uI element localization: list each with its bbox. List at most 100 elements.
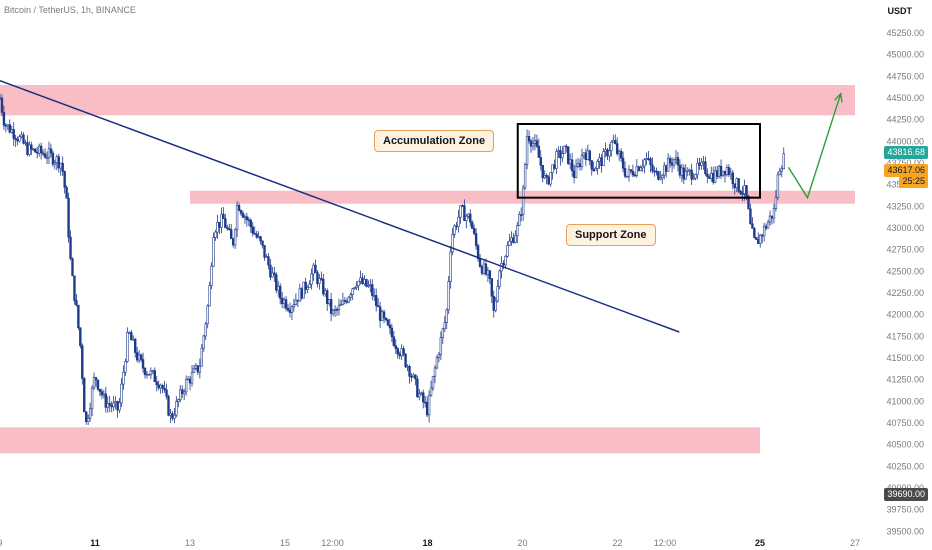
candle-body xyxy=(374,295,378,307)
candle-body xyxy=(729,172,733,176)
candle-body xyxy=(759,234,762,244)
candle-body xyxy=(427,394,431,416)
annotation-accumulation-zone[interactable]: Accumulation Zone xyxy=(374,130,495,152)
candle-body xyxy=(745,185,748,197)
candle-body xyxy=(539,157,542,166)
x-tick-label: 11 xyxy=(90,538,100,548)
candle-body xyxy=(153,370,156,383)
y-axis[interactable]: 45250.00 45000.00 44750.00 44500.00 44250.00… xyxy=(886,28,924,536)
y-tick-label: 41250.00 xyxy=(886,375,924,385)
candle-body xyxy=(284,299,288,309)
candle-body xyxy=(155,381,158,386)
candle-body xyxy=(208,285,211,307)
candle-body xyxy=(367,285,370,287)
candle-body xyxy=(674,157,678,160)
candle-body xyxy=(476,245,480,260)
candle-body xyxy=(751,223,754,229)
candle-body xyxy=(139,354,143,360)
candle-body xyxy=(298,288,301,302)
candle-body xyxy=(610,141,613,152)
candle-body xyxy=(304,281,307,290)
y-tick-label: 44250.00 xyxy=(886,115,924,125)
candle-body xyxy=(641,165,644,169)
candle-body xyxy=(596,161,599,169)
candle-body xyxy=(551,164,554,173)
candle-body xyxy=(47,148,51,158)
candle-body xyxy=(312,264,315,275)
candle-body xyxy=(135,352,139,361)
candle-body xyxy=(537,145,541,158)
candle-body xyxy=(398,353,401,357)
candle-body xyxy=(237,205,241,211)
candle-body xyxy=(369,284,372,286)
candle-body xyxy=(725,167,729,176)
candle-body xyxy=(547,176,550,185)
candle-body xyxy=(490,278,494,297)
candle-body xyxy=(0,97,4,113)
candle-body xyxy=(531,143,535,147)
candle-body xyxy=(404,353,407,367)
x-axis[interactable]: 9 11 13 15 12:00 18 20 22 12:00 25 27 xyxy=(0,538,860,548)
y-tick-label: 39750.00 xyxy=(886,505,924,515)
candle-body xyxy=(559,150,562,159)
candle-body xyxy=(380,311,384,321)
y-tick-label: 41500.00 xyxy=(886,353,924,363)
candle-body xyxy=(241,213,245,218)
candle-body xyxy=(600,157,603,167)
candle-body xyxy=(392,336,396,346)
candle-body xyxy=(132,338,135,341)
candle-body xyxy=(184,379,188,393)
candle-body xyxy=(120,383,123,404)
candle-body xyxy=(549,172,552,185)
candle-body xyxy=(582,152,586,156)
candle-body xyxy=(572,170,576,178)
candle-body xyxy=(482,263,486,274)
candle-body xyxy=(179,389,182,401)
candle-body xyxy=(712,173,715,183)
candle-body xyxy=(137,354,141,361)
candle-body xyxy=(672,159,676,166)
candle-body xyxy=(280,298,284,304)
candle-body xyxy=(186,378,190,381)
candle-body xyxy=(412,374,415,378)
candle-body xyxy=(20,134,23,138)
candle-body xyxy=(406,366,409,368)
candle-body xyxy=(698,162,701,166)
candle-body xyxy=(780,168,783,172)
currency-label[interactable]: USDT xyxy=(887,6,913,16)
candle-body xyxy=(290,306,294,313)
y-tick-label: 40250.00 xyxy=(886,461,924,471)
candle-body xyxy=(294,299,298,305)
candle-body xyxy=(574,166,578,178)
candle-body xyxy=(664,165,668,172)
candle-body xyxy=(696,162,699,175)
candle-body xyxy=(261,240,264,246)
candle-body xyxy=(349,294,352,298)
candle-body xyxy=(359,277,362,282)
projection-arrow xyxy=(787,93,842,200)
y-tick-label: 41750.00 xyxy=(886,331,924,341)
candle-body xyxy=(373,295,376,297)
chart-title: Bitcoin / TetherUS, 1h, BINANCE xyxy=(4,5,136,15)
candle-body xyxy=(59,162,62,169)
candle-body xyxy=(627,169,631,177)
candle-body xyxy=(378,306,382,321)
candle-body xyxy=(617,150,621,155)
candle-body xyxy=(576,163,580,167)
candle-body xyxy=(85,411,88,423)
candle-body xyxy=(423,401,427,404)
candle-body xyxy=(606,149,609,157)
candle-body xyxy=(467,213,470,217)
annotation-support-zone[interactable]: Support Zone xyxy=(566,224,656,246)
candle-body xyxy=(100,391,104,396)
candle-body xyxy=(4,124,8,127)
candle-body xyxy=(316,272,319,284)
x-tick-label: 25 xyxy=(755,538,765,548)
candle-body xyxy=(353,287,356,290)
candle-body xyxy=(608,150,611,157)
candle-body xyxy=(51,152,55,165)
candle-body xyxy=(731,172,735,185)
candle-body xyxy=(727,167,731,176)
candle-body xyxy=(723,170,727,176)
